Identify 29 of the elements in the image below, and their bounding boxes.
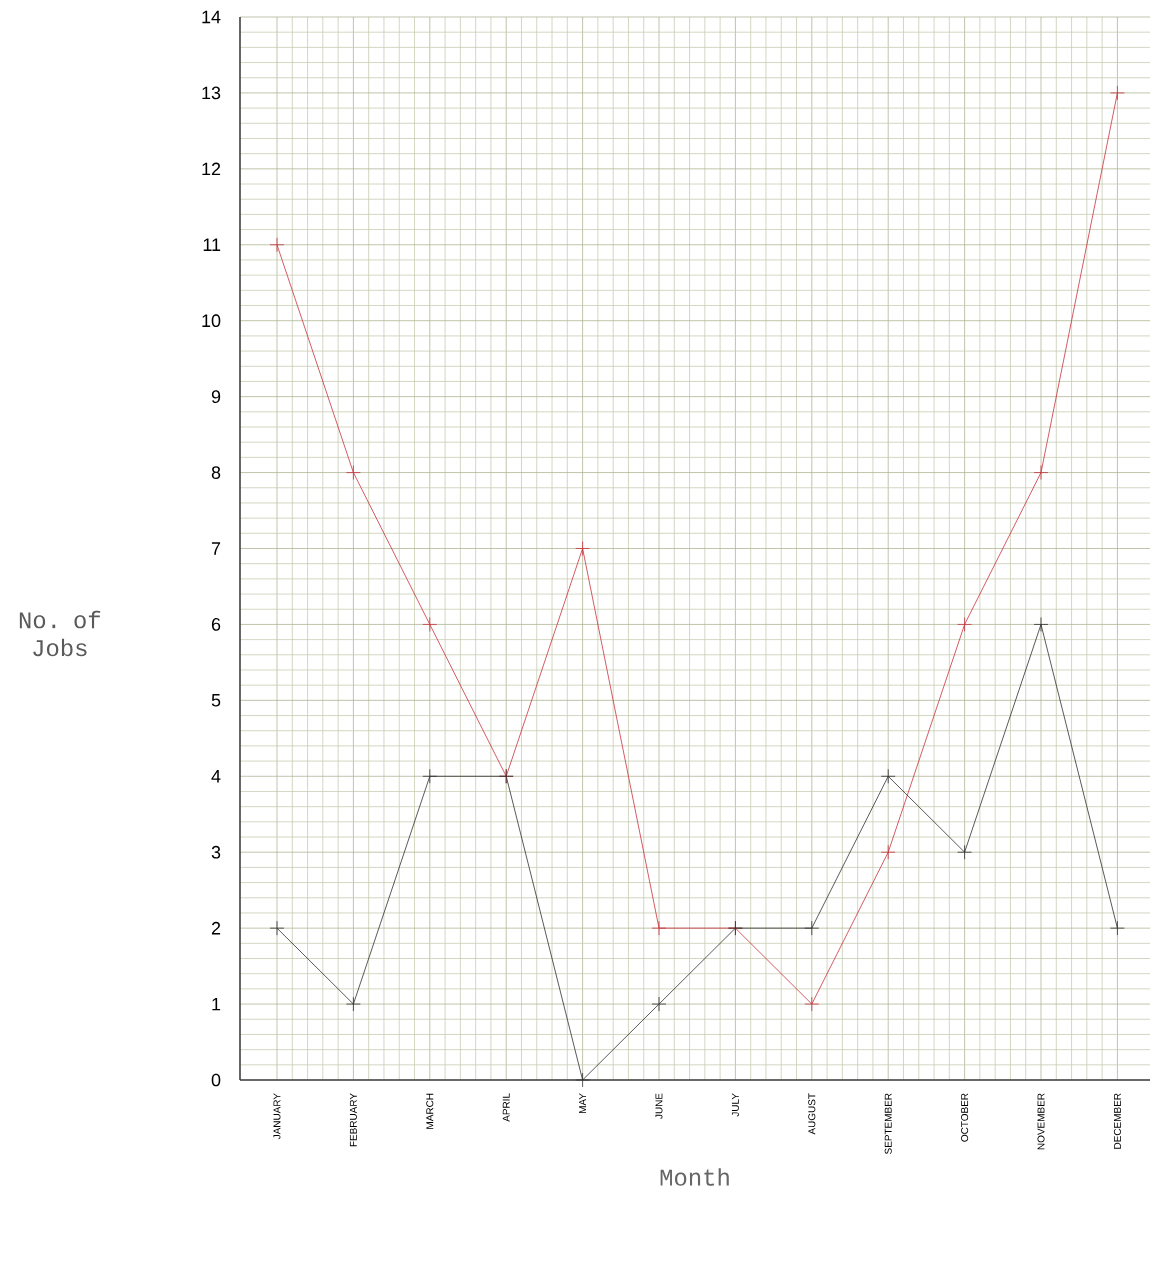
x-tick-label: AUGUST (808, 1093, 816, 1135)
y-tick-label: 11 (203, 238, 221, 251)
x-tick-label: APRIL (502, 1093, 510, 1122)
x-tick-label: MARCH (426, 1093, 434, 1129)
y-tick-label: 3 (211, 845, 221, 859)
y-tick-label: 12 (202, 162, 221, 176)
x-tick-label: JANUARY (273, 1093, 281, 1140)
y-tick-label: 7 (211, 542, 221, 555)
y-axis-title: No. of Jobs (19, 610, 101, 657)
y-tick-label: 14 (202, 10, 221, 24)
x-tick-label: DECEMBER (1113, 1093, 1121, 1149)
y-tick-label: 8 (211, 466, 221, 479)
y-tick-label: 13 (202, 86, 221, 100)
x-tick-label: FEBRUARY (349, 1093, 357, 1147)
x-axis-title: Month (660, 1168, 729, 1186)
y-tick-label: 1 (212, 997, 221, 1011)
y-tick-label: 0 (211, 1073, 221, 1087)
y-tick-label: 6 (211, 618, 221, 631)
x-tick-label: OCTOBER (961, 1093, 969, 1142)
x-tick-label: NOVEMBER (1037, 1093, 1045, 1150)
y-tick-label: 2 (211, 921, 221, 935)
x-tick-label: JULY (731, 1093, 739, 1117)
y-tick-label: 4 (211, 770, 221, 783)
x-tick-label: SEPTEMBER (884, 1093, 892, 1155)
x-tick-label: MAY (579, 1093, 587, 1114)
y-tick-label: 10 (202, 314, 221, 328)
y-tick-label: 5 (211, 694, 221, 707)
y-tick-label: 9 (211, 390, 221, 403)
x-tick-label: JUNE (655, 1093, 663, 1119)
